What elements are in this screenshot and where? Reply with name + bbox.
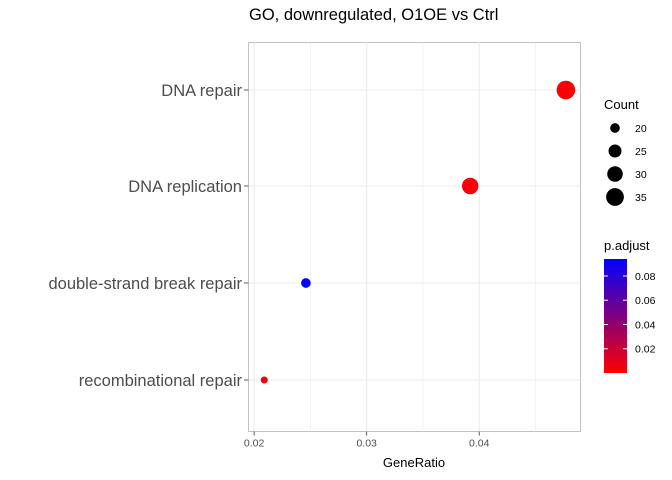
x-axis-title: GeneRatio [383, 455, 445, 470]
legend-count-key [610, 123, 620, 133]
colorbar-tick-label: 0.08 [635, 271, 656, 283]
legend-padjust-title: p.adjust [604, 238, 650, 253]
y-tick-label: DNA replication [128, 178, 242, 196]
legend-count-label: 25 [635, 146, 647, 158]
data-point [301, 278, 311, 288]
legend-count-key [606, 188, 624, 206]
colorbar-tick-label: 0.06 [635, 295, 656, 307]
y-tick-label: double-strand break repair [48, 275, 242, 293]
y-tick-label: recombinational repair [79, 372, 243, 390]
legend-count-label: 20 [635, 123, 647, 135]
x-tick-label: 0.04 [469, 438, 490, 450]
legend-count: Count 20 25 30 35 [604, 97, 647, 206]
legend-count-title: Count [604, 97, 639, 112]
plot-panel [248, 42, 581, 432]
grid-lines [248, 42, 581, 432]
colorbar-tick-label: 0.04 [635, 319, 656, 331]
data-point [461, 177, 479, 195]
y-tick-label: DNA repair [161, 82, 242, 100]
x-tick-label: 0.02 [244, 438, 265, 450]
legend-count-label: 35 [635, 192, 647, 204]
panel-border [248, 42, 581, 432]
colorbar [604, 259, 627, 373]
colorbar-tick-label: 0.02 [635, 344, 656, 356]
x-axis-ticks: 0.02 0.03 0.04 [244, 431, 490, 450]
data-point [260, 376, 268, 384]
data-points [260, 80, 576, 384]
legend-padjust: p.adjust 0.02 0.04 0.06 0.08 [604, 238, 656, 373]
legend-count-label: 30 [635, 169, 647, 181]
data-point [556, 80, 576, 100]
legend-count-key [607, 166, 623, 182]
legend-count-key [608, 144, 622, 158]
chart-title: GO, downregulated, O1OE vs Ctrl [249, 6, 498, 24]
y-axis-labels: DNA repair DNA replication double-strand b… [48, 82, 249, 390]
x-tick-label: 0.03 [356, 438, 377, 450]
